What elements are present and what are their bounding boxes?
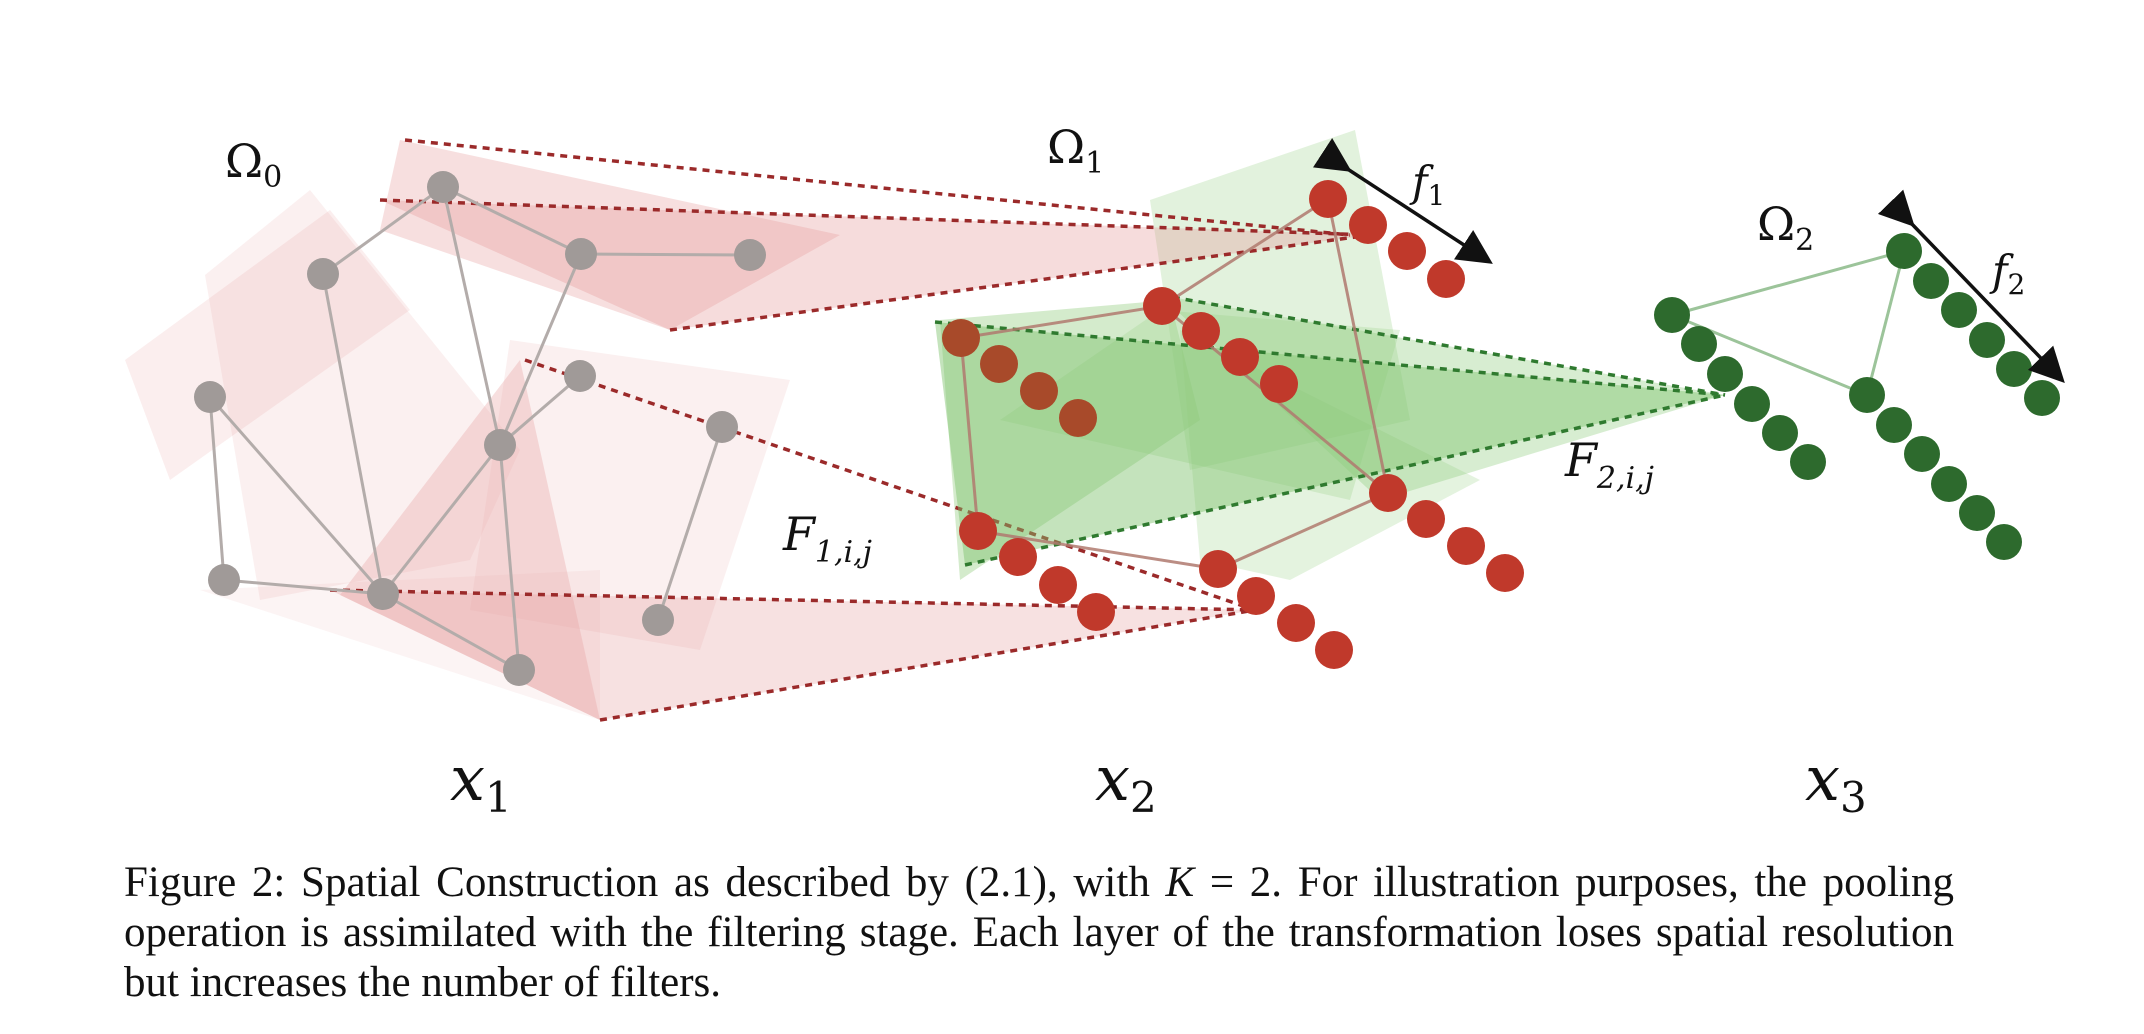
f1-dash-2 bbox=[379, 198, 1371, 237]
node-gray bbox=[734, 239, 766, 271]
f2-arrow bbox=[1877, 189, 2065, 384]
node-group-3 bbox=[942, 319, 1097, 437]
f2-dash-2 bbox=[1159, 293, 1726, 397]
x3-label: x3 bbox=[1805, 742, 1867, 822]
f1-dash-4 bbox=[524, 358, 1256, 612]
node-group-c bbox=[1849, 377, 2022, 560]
f2-cone-fill-2 bbox=[1160, 295, 1725, 500]
node-gray bbox=[307, 258, 339, 290]
omega0-nodes bbox=[194, 171, 766, 686]
node-group-2 bbox=[1143, 287, 1298, 403]
caption-k-symbol: K bbox=[1165, 859, 1195, 906]
node-group-b bbox=[1886, 233, 2060, 416]
f1-cone-top-fill bbox=[380, 200, 1370, 330]
omega2-label: Ω2 bbox=[1757, 197, 1814, 258]
node-group-4 bbox=[1369, 474, 1524, 592]
node-gray bbox=[427, 171, 459, 203]
node-gray bbox=[194, 381, 226, 413]
node-group-a bbox=[1654, 297, 1826, 480]
node-gray bbox=[706, 411, 738, 443]
f1-label: f1 bbox=[1409, 157, 1445, 212]
caption-part2: = 2. For illustration purposes, the pool… bbox=[124, 859, 1954, 1006]
node-gray bbox=[642, 604, 674, 636]
omega2-edges bbox=[1671, 249, 1906, 397]
x1-label: x1 bbox=[450, 742, 512, 822]
figure-caption: Figure 2: Spatial Construction as descri… bbox=[124, 858, 1954, 1008]
omega0-edges bbox=[208, 185, 751, 672]
F2-label: F2,i,j bbox=[1564, 433, 1654, 496]
node-group-6 bbox=[1199, 550, 1353, 669]
node-gray bbox=[503, 654, 535, 686]
green-region-mid bbox=[1000, 310, 1400, 500]
f1-arrow bbox=[1312, 138, 1493, 264]
region-lower-big bbox=[340, 360, 600, 720]
node-gray bbox=[208, 564, 240, 596]
region-mid-square bbox=[205, 190, 520, 600]
f1-dash-3 bbox=[669, 233, 1371, 332]
region-left-square bbox=[125, 210, 410, 480]
region-top-strip bbox=[380, 140, 840, 330]
green-region-lower bbox=[1180, 330, 1480, 580]
node-gray bbox=[367, 578, 399, 610]
f2-label: f2 bbox=[1989, 246, 2025, 301]
caption-part1: Figure 2: Spatial Construction as descri… bbox=[124, 859, 1166, 906]
diagram-canvas: Ω0 Ω1 Ω2 f1 f2 F1,i,j F2,i,j x1 x2 x3 bbox=[125, 120, 2065, 822]
f1-dash-1 bbox=[404, 138, 1351, 237]
x2-label: x2 bbox=[1095, 742, 1157, 822]
node-gray bbox=[564, 360, 596, 392]
f1-cone-lower-fill bbox=[330, 590, 1255, 720]
f1-dash-6 bbox=[599, 608, 1256, 722]
omega0-label: Ω0 bbox=[225, 134, 282, 195]
region-small-lower bbox=[200, 570, 600, 720]
f1-cones bbox=[329, 138, 1371, 722]
omega1-label: Ω1 bbox=[1047, 120, 1104, 181]
node-gray bbox=[484, 429, 516, 461]
node-gray bbox=[565, 238, 597, 270]
f2-dash-1 bbox=[934, 320, 1726, 397]
node-group-5 bbox=[959, 512, 1115, 631]
omega1-regions bbox=[940, 130, 1480, 580]
F1-label: F1,i,j bbox=[782, 507, 872, 570]
